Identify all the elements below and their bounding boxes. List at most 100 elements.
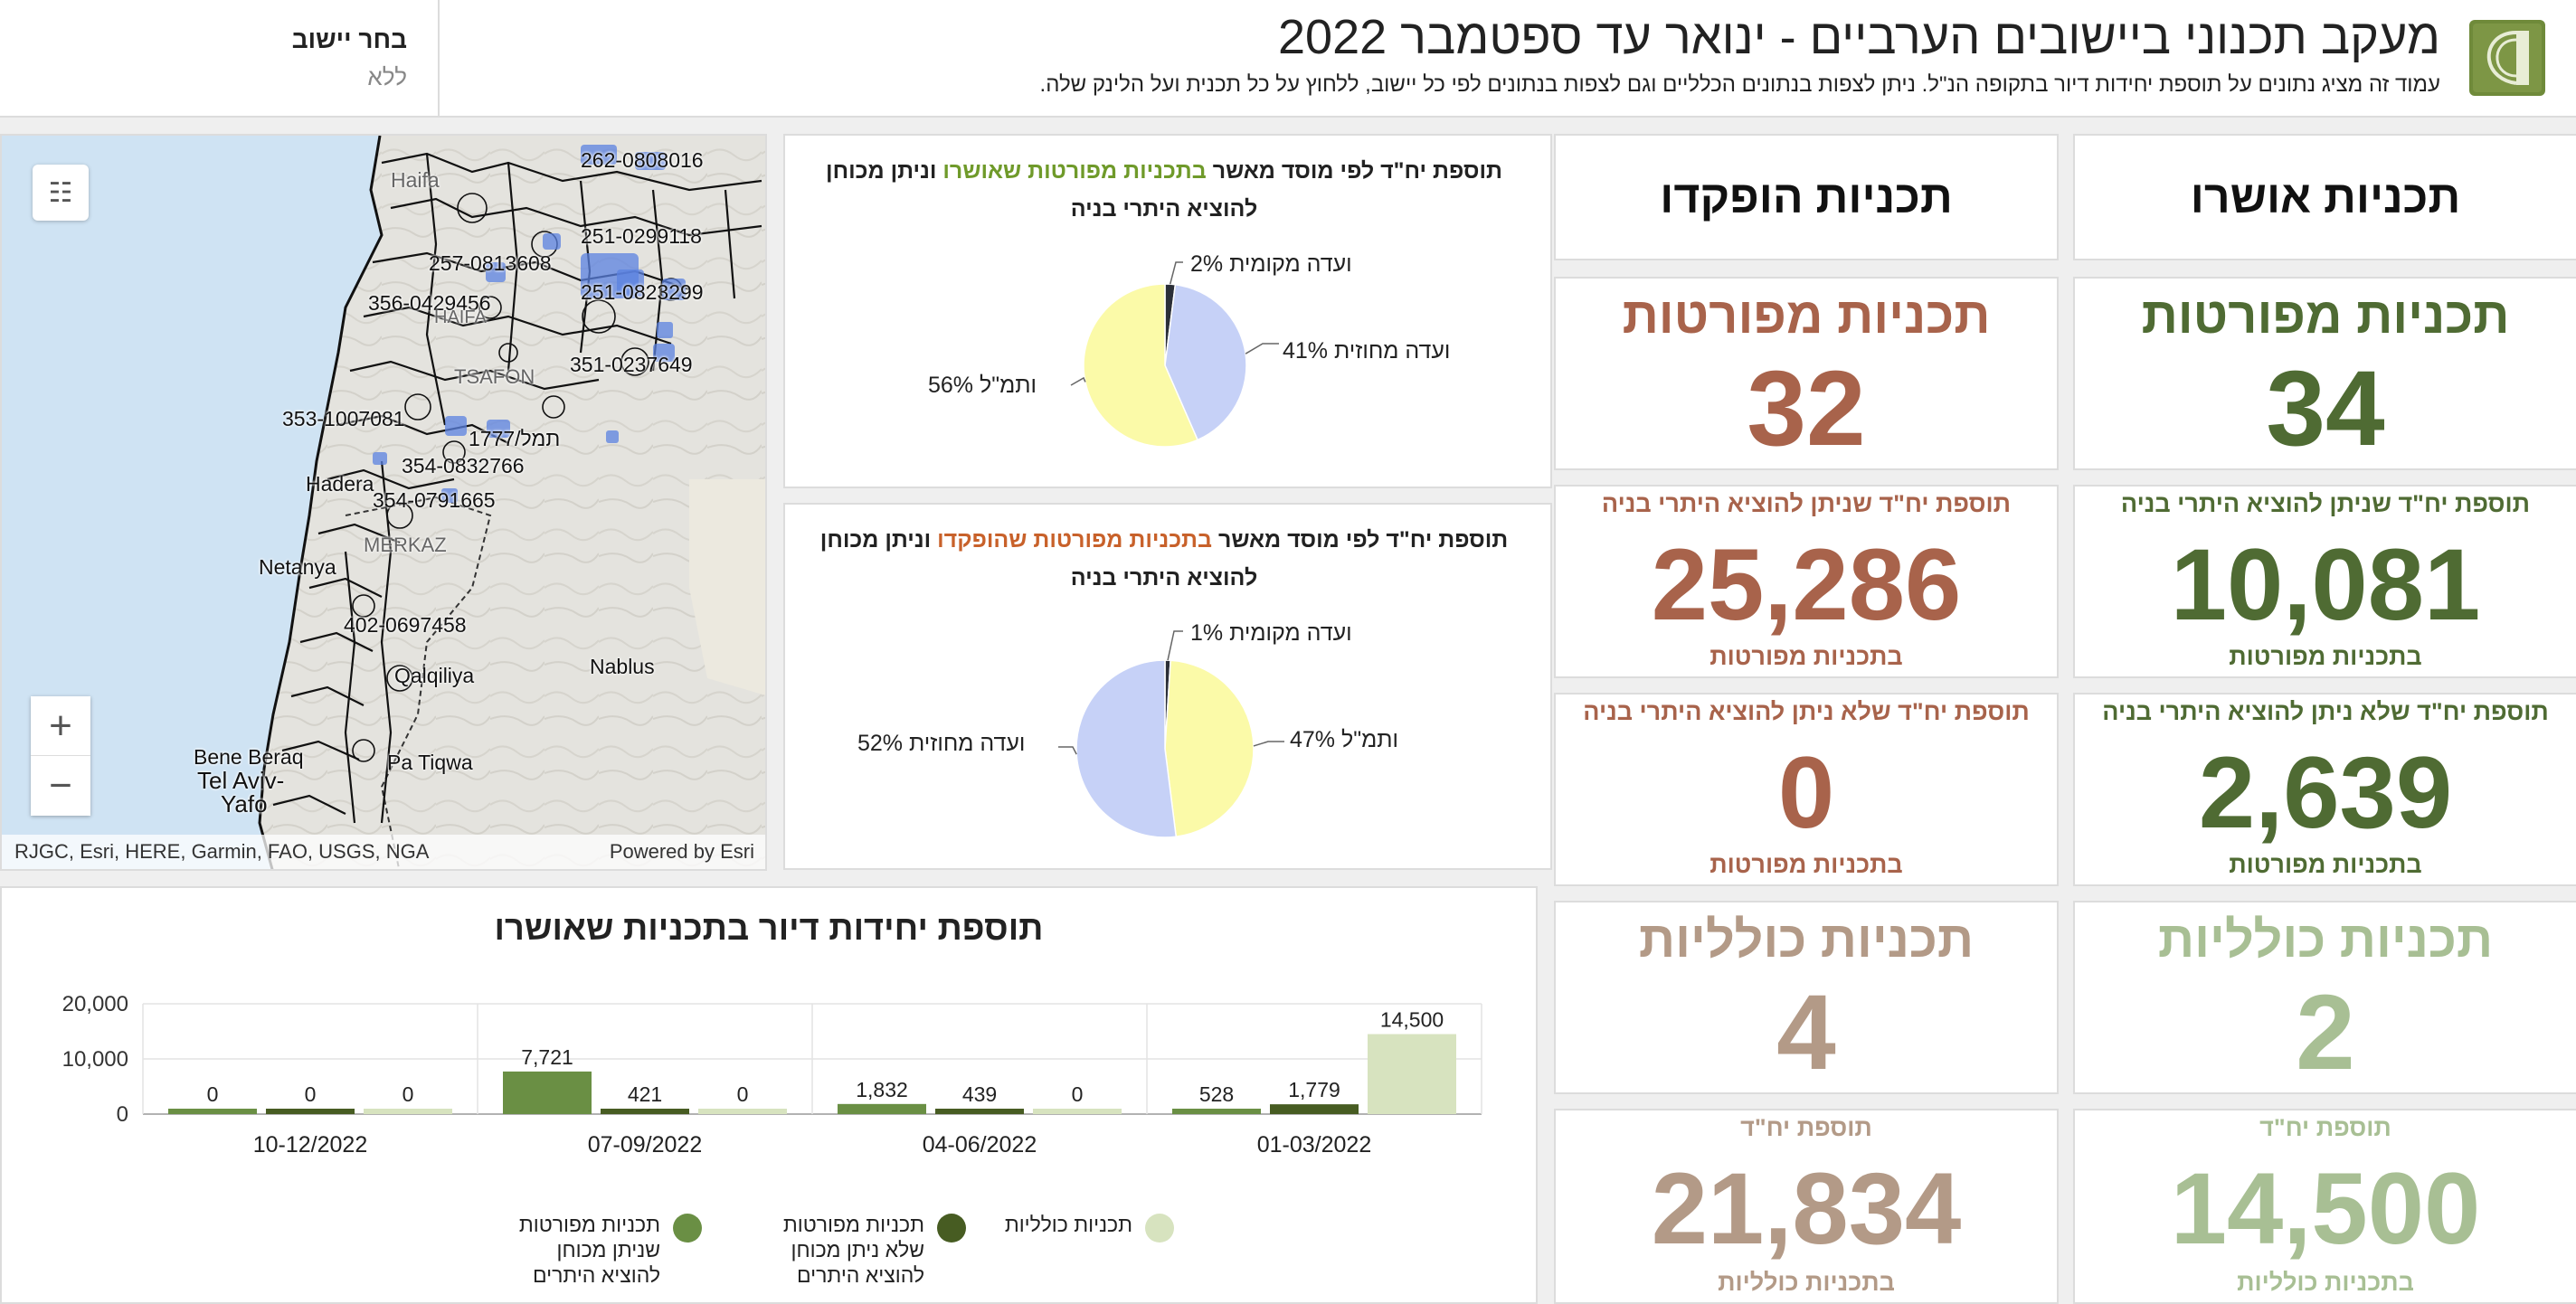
powered-by-esri[interactable]: Powered by Esri (609, 840, 754, 863)
approved-plans-header: תכניות אושרו (2073, 134, 2576, 260)
zoom-in-button[interactable]: + (31, 696, 90, 756)
bar-value-label: 528 (1199, 1082, 1234, 1106)
pie-label-local: ועדה מקומית 1% (1190, 620, 1352, 646)
pie-chart-deposited: תוספת יח"ד לפי מוסד מאשר בתכניות מפורטות… (783, 503, 1552, 870)
bar[interactable] (935, 1109, 1024, 1114)
approved-units-nopermit-card: תוספת יח"ד שלא ניתן להוציא היתרי בניה 2,… (2073, 693, 2576, 886)
deposited-units-permit-card: תוספת יח"ד שניתן להוציא היתרי בניה 25,28… (1554, 485, 2059, 678)
card-value: 2 (2296, 973, 2355, 1092)
pie-title-highlight: בתכניות מפורטות שהופקדו (937, 527, 1212, 553)
pie-slice[interactable] (1164, 659, 1255, 838)
deposited-outline-units-card: תוספת יח"ד 21,834 בתכניות כולליות (1554, 1109, 2059, 1304)
pie-chart-approved: תוספת יח"ד לפי מוסד מאשר בתכניות מפורטות… (783, 134, 1552, 488)
x-tick-label: 01-03/2022 (1257, 1132, 1372, 1158)
pie-label-national: ותמ"ל 47% (1290, 727, 1399, 752)
bar[interactable] (1270, 1104, 1359, 1114)
settlement-selector[interactable]: בחר יישוב ללא (0, 0, 440, 118)
bar[interactable] (601, 1109, 689, 1114)
y-tick-label: 0 (117, 1102, 128, 1127)
zoom-out-button[interactable]: − (49, 763, 72, 808)
bar[interactable] (1368, 1034, 1456, 1114)
pie-chart-graphic (1058, 630, 1284, 838)
layer-list-icon: ☷ (48, 177, 73, 208)
bar[interactable] (698, 1109, 787, 1114)
map-label: 251-0299118 (581, 224, 702, 248)
map-label: Haifa (391, 168, 440, 192)
card-bottom-text: בתכניות כולליות (1718, 1269, 1895, 1296)
bar-value-label: 0 (305, 1082, 317, 1106)
map-label: 356-0429456 (368, 291, 491, 315)
legend-item-detailed-permit[interactable]: תכניות מפורטות שניתן מכוחן להוציא היתרים (507, 1212, 702, 1288)
pie-label-national: ותמ"ל 56% (928, 373, 1037, 398)
y-tick-label: 10,000 (62, 1047, 128, 1072)
legend-item-outline[interactable]: תכניות כולליות (979, 1212, 1174, 1243)
map-attribution-bar: RJGC, Esri, HERE, Garmin, FAO, USGS, NGA… (2, 835, 765, 869)
card-bottom-text: בתכניות מפורטות (1709, 643, 1903, 670)
pie-chart-graphic (1070, 261, 1279, 448)
card-value: 4 (1776, 973, 1836, 1092)
settlement-selector-label: בחר יישוב (291, 25, 407, 53)
page-title: מעקב תכנוני ביישובים הערביים - ינואר עד … (1278, 10, 2440, 64)
card-bottom-text: בתכניות כולליות (2237, 1269, 2414, 1296)
y-tick-label: 20,000 (62, 992, 128, 1016)
card-top-text: תוספת יח"ד שניתן להוציא היתרי בניה (2120, 490, 2531, 517)
card-bottom-text: בתכניות מפורטות (2229, 643, 2422, 670)
pie-title-text: תוספת יח"ד לפי מוסד מאשר (1212, 527, 1509, 553)
card-bottom-text: בתכניות מפורטות (2229, 851, 2422, 878)
map-label: TSAFON (454, 365, 535, 388)
map-label: 354-0791665 (373, 488, 496, 512)
pie-label-district: ועדה מחוזית 52% (857, 731, 1026, 756)
card-value: 10,081 (2170, 528, 2481, 641)
approved-outline-count-card: תכניות כולליות 2 (2073, 901, 2576, 1094)
bar[interactable] (364, 1109, 452, 1114)
map-view[interactable]: Haifa 262-0808016 251-0299118 257-081360… (0, 134, 767, 871)
settlement-selector-value[interactable]: ללא (367, 63, 407, 90)
bar[interactable] (503, 1071, 592, 1114)
bar-value-label: 0 (1072, 1082, 1084, 1106)
bar[interactable] (1033, 1109, 1122, 1114)
map-label: Yafo (221, 790, 268, 817)
bar[interactable] (1172, 1109, 1261, 1114)
pie-label-local: ועדה מקומית 2% (1190, 251, 1352, 277)
card-top-text: תוספת יח"ד שניתן להוציא היתרי בניה (1601, 490, 2012, 517)
pie-chart-title: תוספת יח"ד לפי מוסד מאשר בתכניות מפורטות… (794, 521, 1534, 597)
pie-leader-line (1253, 741, 1284, 747)
map-label: Netanya (259, 555, 336, 579)
legend-item-detailed-nopermit[interactable]: תכניות מפורטות שלא ניתן מכוחן להוציא הית… (743, 1212, 966, 1288)
card-top-text: תוספת יח"ד (1740, 1114, 1872, 1141)
card-value: 21,834 (1651, 1152, 1962, 1265)
card-value: 2,639 (2198, 736, 2453, 849)
bar-value-label: 439 (962, 1082, 997, 1106)
map-label: 402-0697458 (344, 613, 467, 637)
bar-value-label: 0 (402, 1082, 414, 1106)
bar-chart-graphic: 0 10,000 20,000 0 0 0 10-12/2022 7,721 421 0 07-09… (62, 992, 1482, 1158)
bar[interactable] (266, 1109, 355, 1114)
x-tick-label: 10-12/2022 (253, 1132, 368, 1158)
page-subtitle: עמוד זה מציג נתונים על תוספת יחידות דיור… (1039, 72, 2440, 97)
card-value: 14,500 (2170, 1152, 2481, 1265)
map-label: 257-0813608 (429, 251, 552, 275)
map-label: 262-0808016 (581, 148, 704, 172)
layer-list-button[interactable]: ☷ (33, 165, 89, 221)
map-label: Qalqiliya (394, 664, 475, 687)
card-value: 25,286 (1651, 528, 1962, 641)
bar-value-label: 1,832 (856, 1078, 908, 1101)
card-value: 32 (1747, 349, 1866, 468)
bar-value-label: 0 (737, 1082, 749, 1106)
map-label: Hadera (306, 472, 374, 496)
map-label: 251-0823299 (581, 280, 704, 304)
organization-logo-icon (2469, 20, 2545, 96)
card-value: 34 (2266, 349, 2385, 468)
map-label: HAIFA (434, 307, 487, 327)
bar-value-label: 14,500 (1380, 1008, 1444, 1032)
pie-slice[interactable] (1083, 283, 1199, 448)
pie-slice[interactable] (1075, 659, 1178, 838)
bar[interactable] (168, 1109, 257, 1114)
x-tick-label: 07-09/2022 (588, 1132, 703, 1158)
approved-detailed-count-card: תכניות מפורטות 34 (2073, 277, 2576, 470)
card-top-text: תוספת יח"ד שלא ניתן להוציא היתרי בניה (1583, 698, 2030, 725)
bar[interactable] (838, 1103, 926, 1114)
approved-units-permit-card: תוספת יח"ד שניתן להוציא היתרי בניה 10,08… (2073, 485, 2576, 678)
card-title: תכניות מפורטות (2141, 287, 2510, 344)
map-label: MERKAZ (364, 534, 447, 556)
